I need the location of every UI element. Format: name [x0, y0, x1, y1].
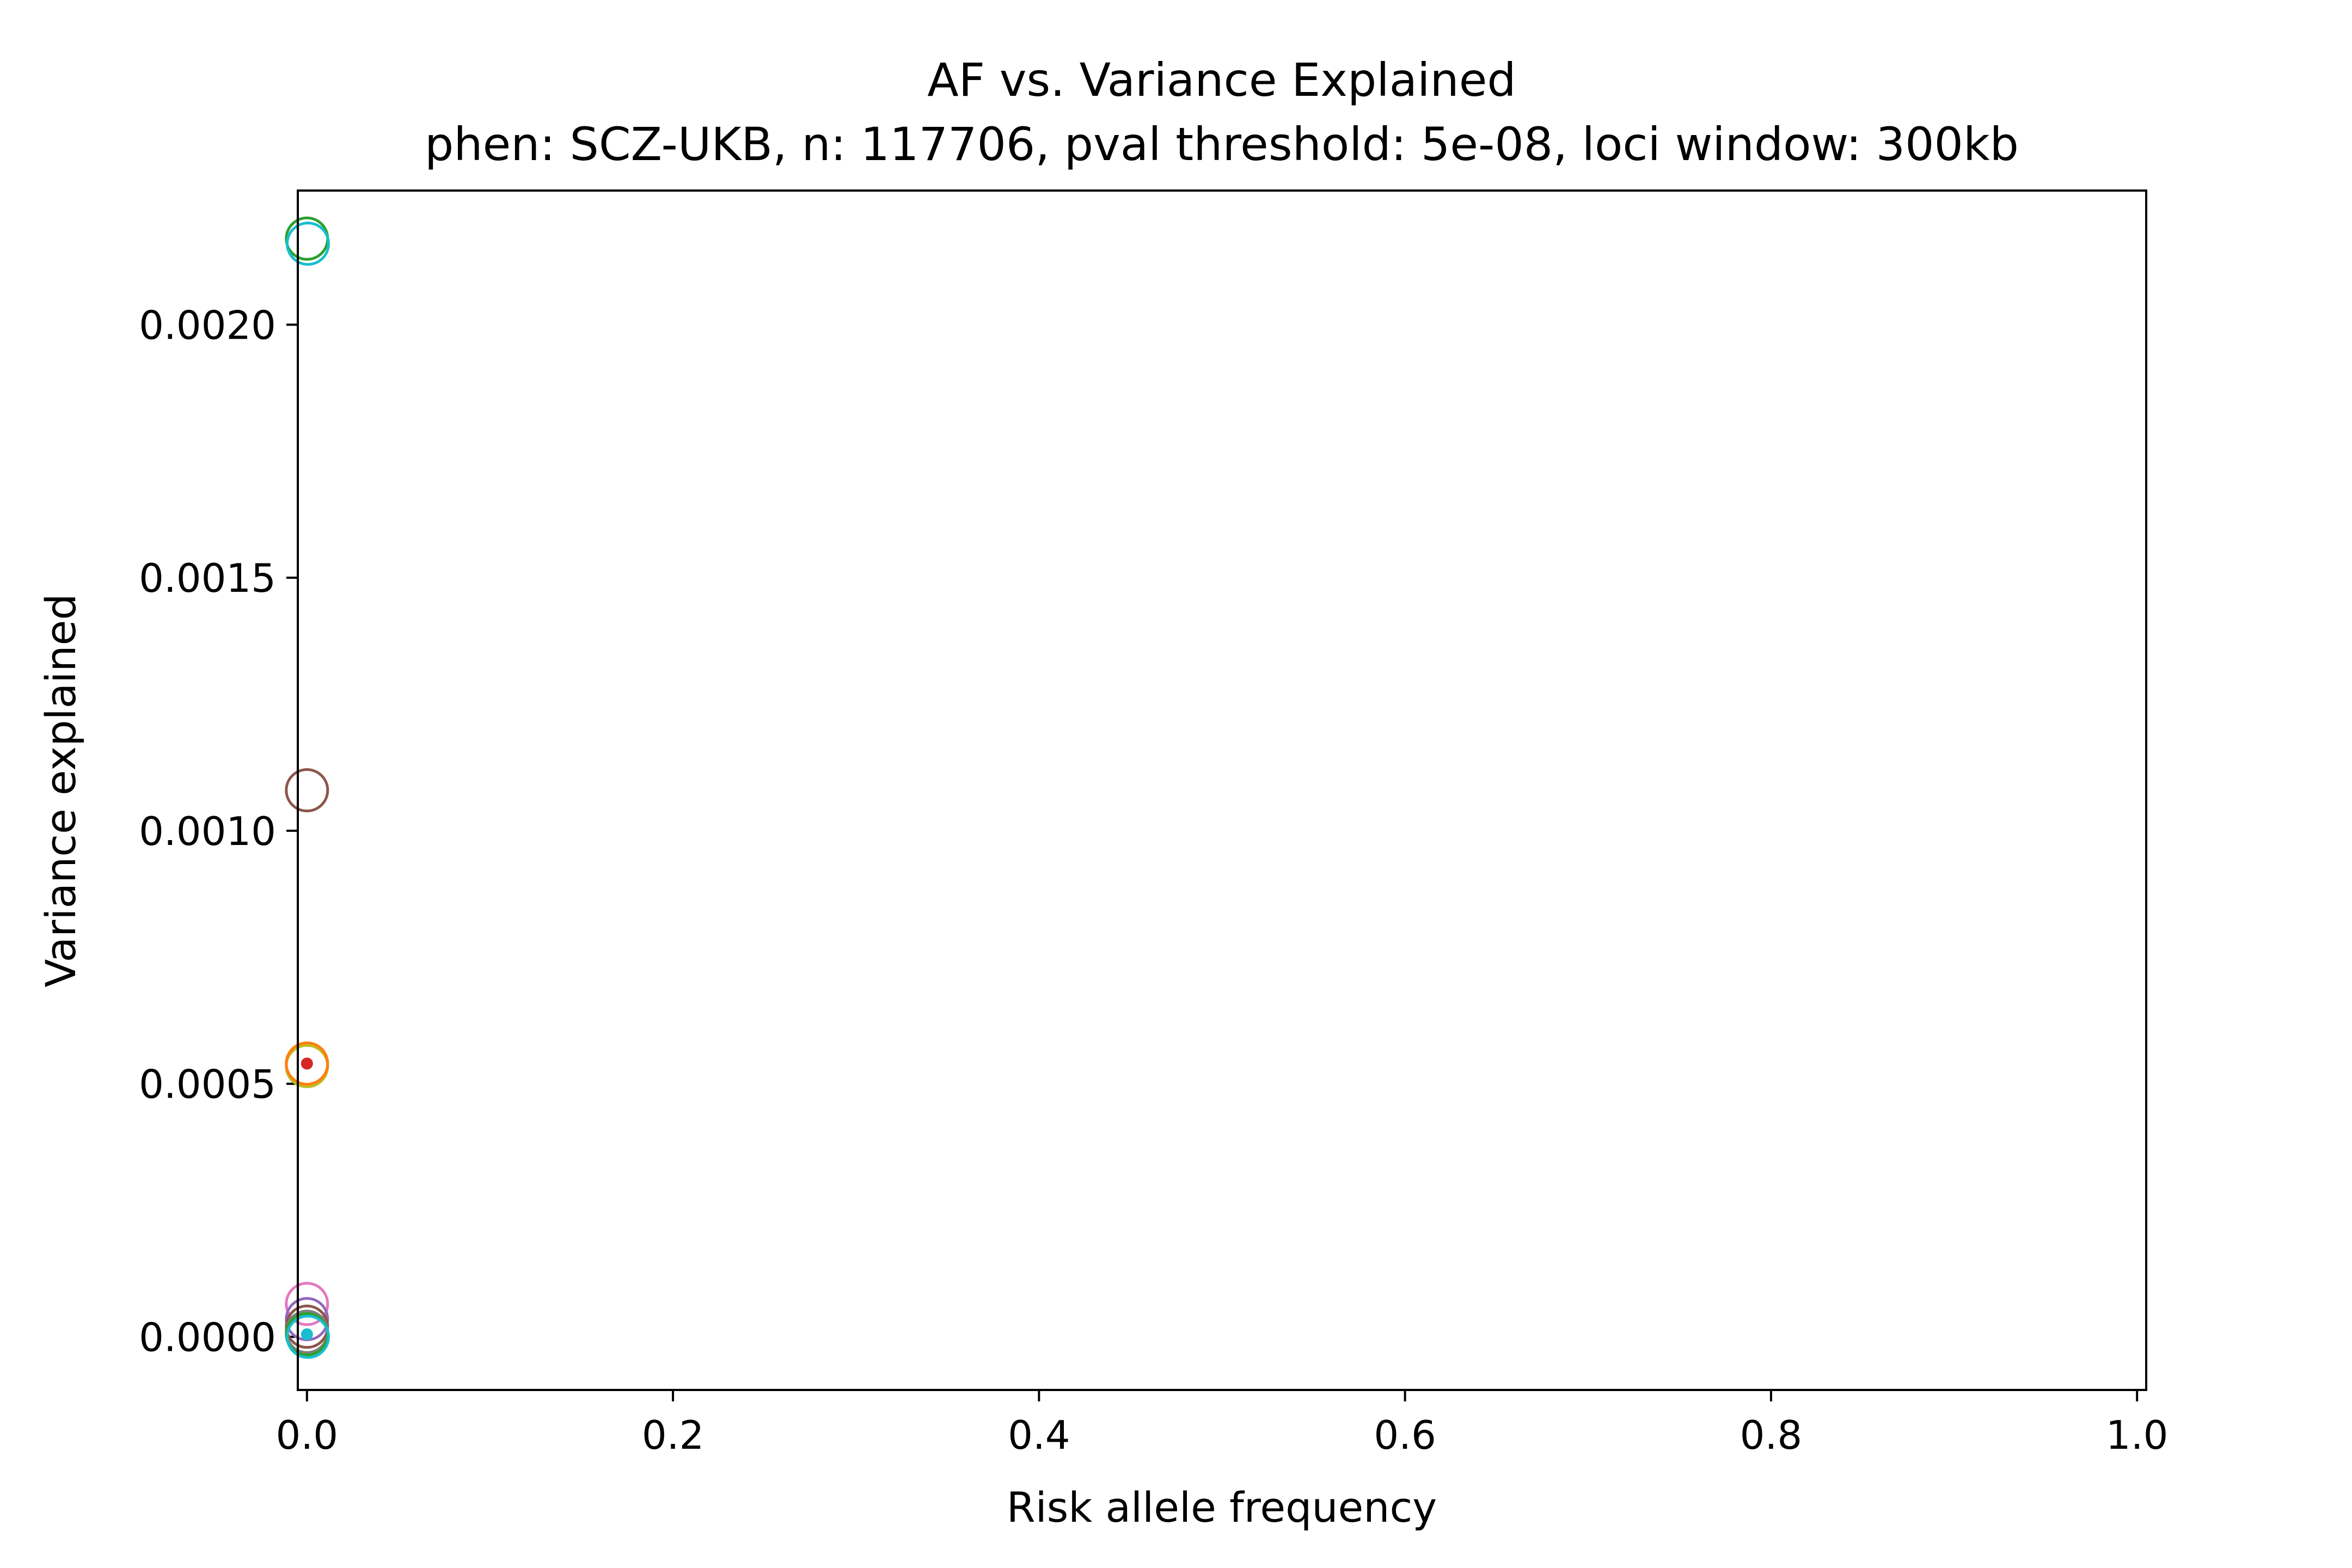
data-point: [285, 222, 330, 266]
data-point: [301, 1057, 313, 1070]
data-point: [285, 1282, 329, 1326]
data-point: [301, 1328, 313, 1340]
y-tick-label: 0.0010: [139, 808, 276, 854]
x-tick-label: 1.0: [2106, 1412, 2169, 1458]
x-tick-label: 0.6: [1374, 1412, 1436, 1458]
y-tick-label: 0.0005: [139, 1062, 276, 1107]
y-tick-label: 0.0015: [139, 555, 276, 601]
x-tick-label: 0.2: [642, 1412, 705, 1458]
x-tick-label: 0.0: [276, 1412, 339, 1458]
y-tick-label: 0.0020: [139, 302, 276, 348]
axis-ticks: 0.0 0.2 0.4 0.6 0.8 1.0 0.0000 0.0005 0.0010 0.00…: [139, 302, 2168, 1458]
data-point: [285, 1041, 329, 1086]
chart-title: AF vs. Variance Explained: [927, 53, 1516, 107]
data-point: [285, 768, 329, 812]
chart-subtitle: phen: SCZ-UKB, n: 117706, pval threshold…: [425, 118, 2019, 171]
y-axis-label: Variance explained: [36, 593, 85, 987]
y-tick-label: 0.0000: [139, 1314, 276, 1360]
data-points: [285, 216, 330, 1359]
x-tick-label: 0.8: [1740, 1412, 1803, 1458]
x-axis-label: Risk allele frequency: [1007, 1483, 1437, 1532]
data-point: [285, 1314, 330, 1359]
x-tick-label: 0.4: [1008, 1412, 1070, 1458]
plot-area-frame: [297, 189, 2147, 1391]
